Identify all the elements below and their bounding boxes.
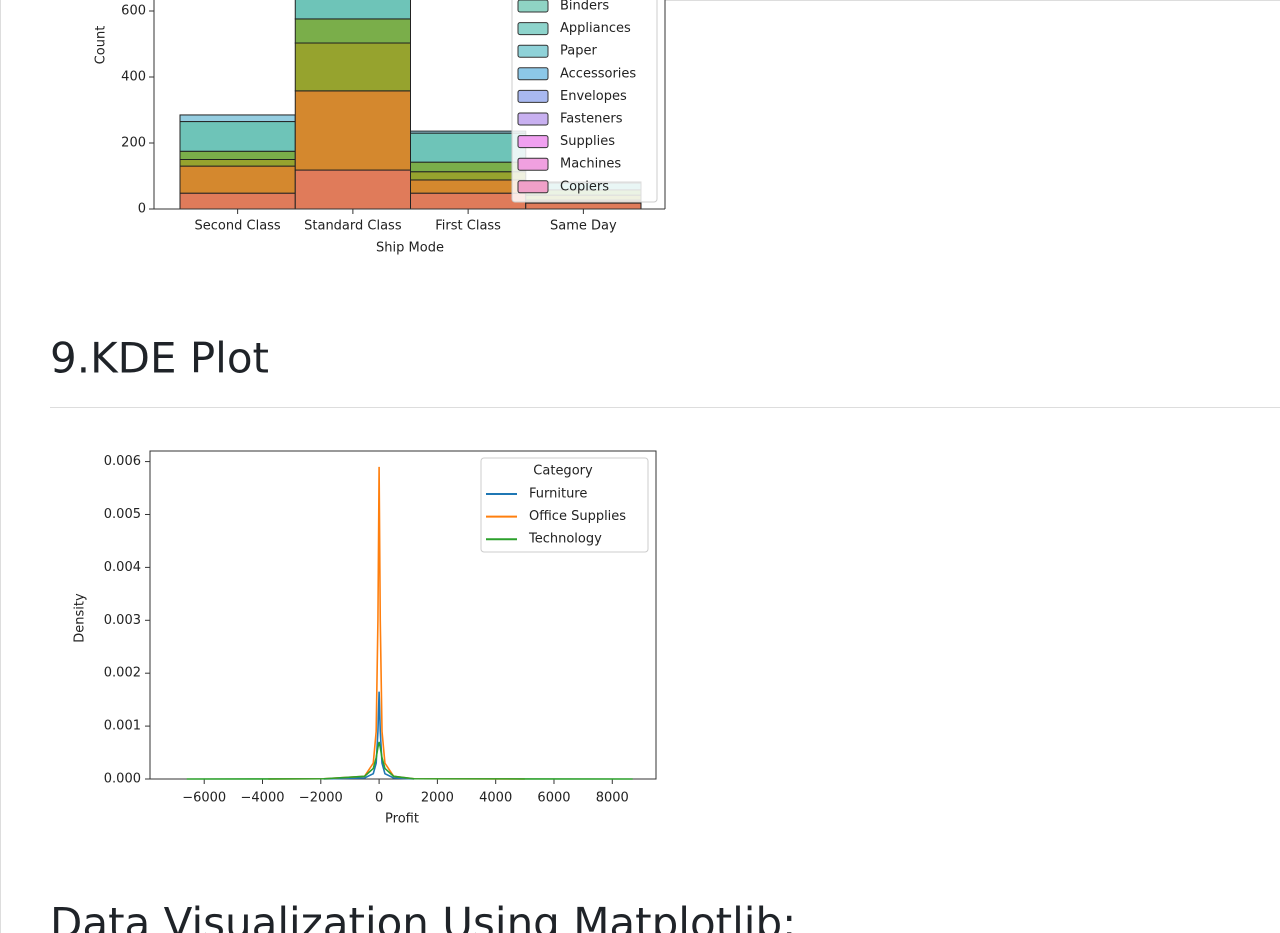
x-tick-label: 8000 (596, 791, 629, 806)
density-line (323, 691, 415, 780)
legend-swatch (517, 180, 549, 194)
x-tick-label: −4000 (241, 791, 285, 806)
bar-segment (179, 121, 296, 152)
legend-label: Binders (560, 0, 609, 14)
legend-label: Office Supplies (529, 509, 626, 524)
legend-label: Fasteners (560, 112, 623, 127)
legend-swatch (517, 89, 549, 103)
legend-swatch (517, 22, 549, 36)
bar-segment (410, 161, 527, 173)
legend-label: Envelopes (560, 89, 627, 104)
legend-label: Machines (560, 157, 621, 172)
x-tick-label: Same Day (550, 219, 617, 234)
x-tick-label: −2000 (299, 791, 343, 806)
x-tick-label: 4000 (479, 791, 512, 806)
x-tick-label: 0 (375, 791, 383, 806)
y-tick-label: 400 (121, 70, 146, 85)
legend-swatch (517, 44, 549, 58)
section-heading: Data Visualization Using Matplotlib: (50, 899, 796, 933)
x-tick-label: 6000 (537, 791, 570, 806)
bar-segment (525, 202, 642, 210)
y-axis-label: Density (73, 593, 88, 643)
bar-segment (294, 18, 411, 44)
y-tick-label: 0.001 (104, 719, 141, 734)
legend-label: Appliances (560, 21, 631, 36)
y-axis-label: Count (94, 26, 109, 65)
density-line (186, 741, 633, 780)
x-tick-label: Second Class (195, 219, 281, 234)
bar-segment (294, 90, 411, 171)
bar-segment (294, 0, 411, 20)
y-tick-label: 0.000 (104, 772, 141, 787)
bar-segment (410, 130, 527, 134)
legend-swatch (517, 112, 549, 126)
bar-segment (294, 42, 411, 92)
legend-swatch (517, 67, 549, 81)
legend-label: Paper (560, 44, 597, 59)
x-tick-label: −6000 (182, 791, 226, 806)
section-heading: 9.KDE Plot (50, 334, 269, 383)
bar-segment (410, 171, 527, 181)
legend-label: Technology (528, 532, 602, 547)
y-tick-label: 0.006 (104, 454, 141, 469)
bar-segment (179, 114, 296, 123)
legend-label: Furniture (529, 487, 587, 502)
bar-segment (410, 132, 527, 163)
x-axis-label: Profit (385, 812, 419, 827)
legend-box (480, 457, 649, 553)
x-axis-label: Ship Mode (376, 241, 444, 256)
y-tick-label: 200 (121, 136, 146, 151)
x-tick-label: First Class (435, 219, 501, 234)
bar-segment (410, 192, 527, 210)
legend-label: Copiers (560, 179, 609, 194)
bar-segment (179, 150, 296, 160)
y-tick-label: 0.002 (104, 666, 141, 681)
y-tick-label: 0 (138, 202, 146, 217)
legend-swatch (517, 157, 549, 171)
legend-title: Category (533, 464, 593, 479)
y-tick-label: 0.005 (104, 507, 141, 522)
legend-label: Accessories (560, 66, 636, 81)
legend-swatch (517, 135, 549, 149)
legend-label: Supplies (560, 134, 615, 149)
legend-swatch (517, 0, 549, 13)
bar-segment (179, 165, 296, 194)
bar-segment (179, 192, 296, 210)
y-tick-label: 0.004 (104, 560, 141, 575)
y-tick-label: 600 (121, 4, 146, 19)
y-tick-label: 0.003 (104, 613, 141, 628)
x-tick-label: 2000 (421, 791, 454, 806)
bar-segment (179, 159, 296, 167)
bar-segment (294, 169, 411, 210)
bar-segment (410, 179, 527, 194)
x-tick-label: Standard Class (304, 219, 402, 234)
